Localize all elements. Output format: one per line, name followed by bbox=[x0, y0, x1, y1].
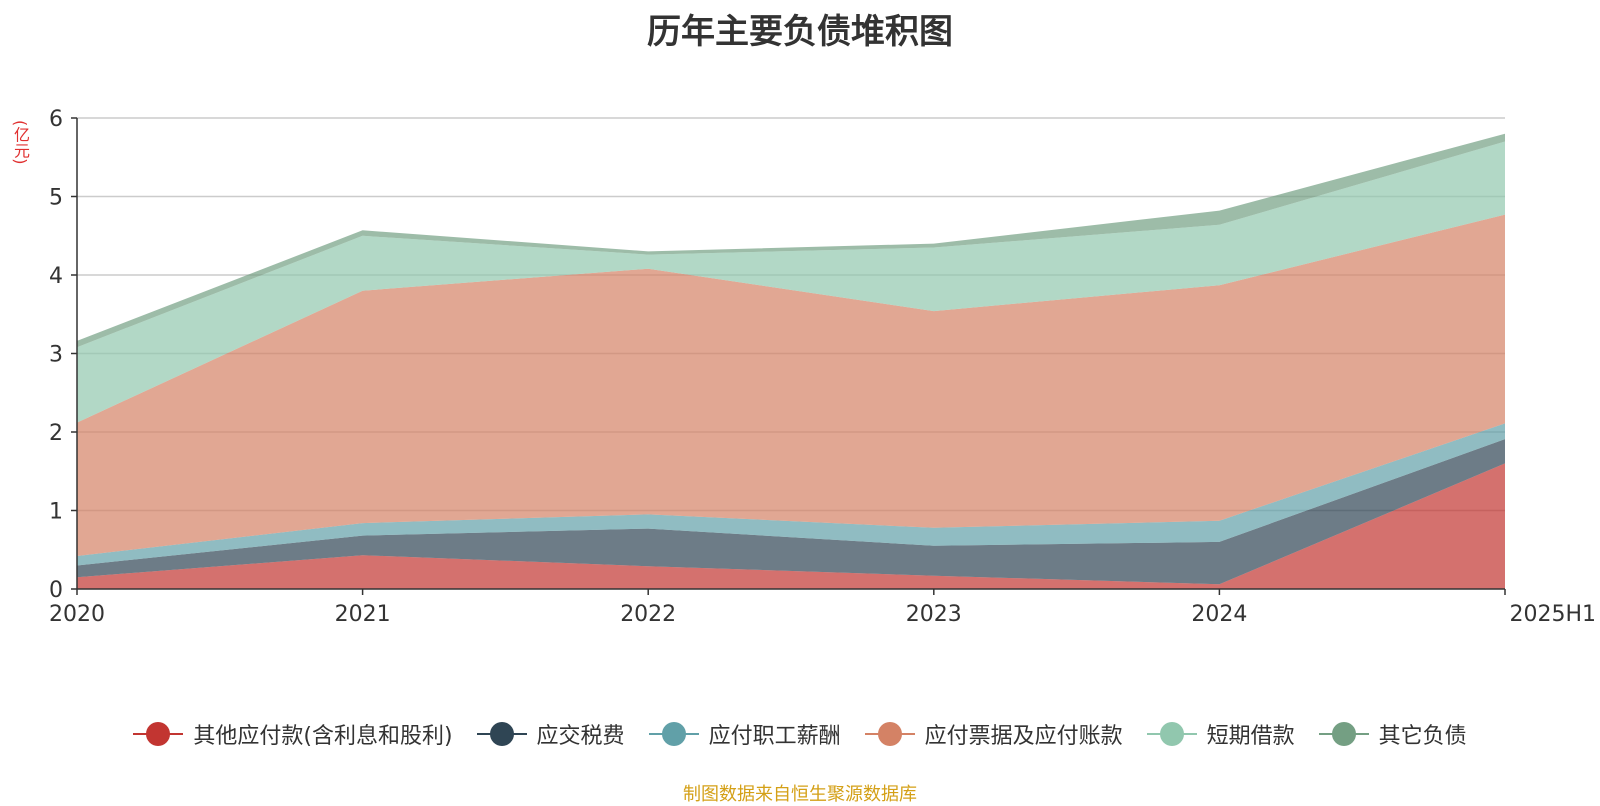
legend-marker-icon bbox=[1146, 722, 1197, 746]
axes bbox=[71, 117, 1506, 595]
legend-label: 短期借款 bbox=[1206, 724, 1295, 749]
area-series-1 bbox=[77, 463, 1505, 589]
y-tick-label-2: 2 bbox=[49, 421, 63, 446]
y-tick-label-5: 5 bbox=[49, 186, 63, 211]
legend-label: 其他应付款(含利息和股利) bbox=[193, 724, 453, 749]
legend-marker-icon bbox=[133, 722, 184, 746]
y-tick-label-6: 6 bbox=[49, 107, 63, 132]
legend-item-3[interactable]: 应付职工薪酬 bbox=[648, 718, 841, 750]
legend-item-5[interactable]: 短期借款 bbox=[1146, 718, 1295, 750]
x-tick-label-2022: 2022 bbox=[620, 602, 676, 627]
legend-marker-icon bbox=[1318, 722, 1369, 746]
chart-title: 历年主要负债堆积图 bbox=[647, 12, 953, 52]
y-tick-label-3: 3 bbox=[49, 343, 63, 368]
legend-label: 应交税费 bbox=[536, 724, 625, 749]
legend-marker-icon bbox=[864, 722, 915, 746]
x-tick-label-2023: 2023 bbox=[906, 602, 962, 627]
y-axis-unit-label: (亿元) bbox=[11, 120, 30, 165]
legend-label: 应付票据及应付账款 bbox=[924, 724, 1123, 749]
y-tick-label-4: 4 bbox=[49, 264, 63, 289]
legend-label: 应付职工薪酬 bbox=[708, 724, 841, 749]
legend-item-1[interactable]: 其他应付款(含利息和股利) bbox=[133, 718, 453, 750]
legend: 其他应付款(含利息和股利) 应交税费 应付职工薪酬 应付票据及应付账款 短期借款 其它负债 bbox=[0, 718, 1600, 750]
x-tick-label-2024: 2024 bbox=[1191, 602, 1247, 627]
legend-item-2[interactable]: 应交税费 bbox=[476, 718, 625, 750]
tick-labels: 0 1 2 3 4 5 6 2020 2021 2022 2023 2024 2025H1 bbox=[49, 107, 1596, 627]
x-tick-label-2021: 2021 bbox=[335, 602, 391, 627]
area-series-2 bbox=[77, 439, 1505, 585]
legend-marker-icon bbox=[476, 722, 527, 746]
x-tick-label-2025H1: 2025H1 bbox=[1509, 602, 1596, 627]
x-tick-label-2020: 2020 bbox=[49, 602, 105, 627]
area-series-group bbox=[77, 133, 1505, 589]
y-tick-label-0: 0 bbox=[49, 578, 63, 603]
legend-marker-icon bbox=[648, 722, 699, 746]
legend-label: 其它负债 bbox=[1378, 724, 1467, 749]
y-tick-label-1: 1 bbox=[49, 500, 63, 525]
legend-item-4[interactable]: 应付票据及应付账款 bbox=[864, 718, 1123, 750]
source-note: 制图数据来自恒生聚源数据库 bbox=[683, 784, 917, 805]
area-series-4 bbox=[77, 214, 1505, 556]
area-series-3 bbox=[77, 423, 1505, 566]
area-series-5 bbox=[77, 141, 1505, 423]
legend-item-6[interactable]: 其它负债 bbox=[1318, 718, 1467, 750]
stacked-area-chart: 0 1 2 3 4 5 6 2020 2021 2022 2023 2024 2025H1 bbox=[49, 107, 1596, 627]
